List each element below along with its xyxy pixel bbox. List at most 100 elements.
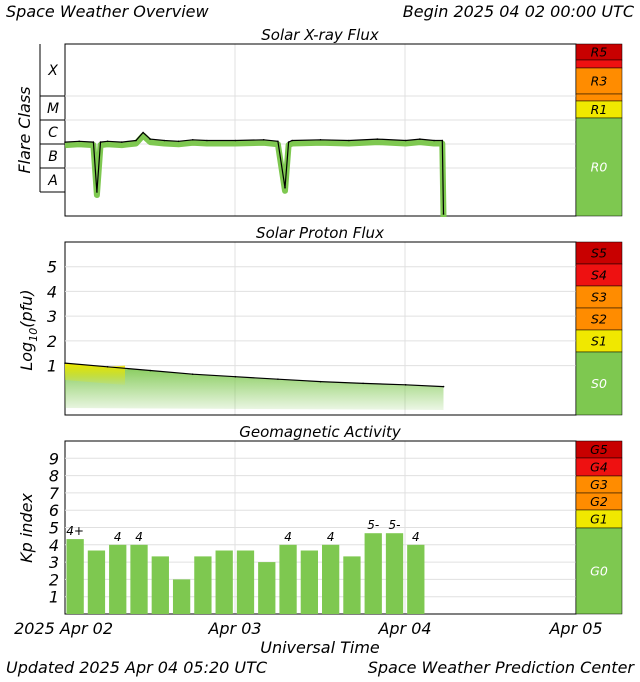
proton-point xyxy=(362,382,364,385)
xray-class-label: C xyxy=(48,125,58,141)
xray-scale-label: R1 xyxy=(591,102,608,117)
xray-point xyxy=(404,139,407,142)
kp-ylabel: Kp index xyxy=(17,493,36,563)
kp-bar xyxy=(322,544,340,614)
kp-bar-label: 4 xyxy=(114,530,122,544)
kp-ytick: 9 xyxy=(49,449,59,468)
kp-bar-label: 5- xyxy=(367,518,379,532)
updated-time: Updated 2025 Apr 04 05:20 UTC xyxy=(6,658,268,677)
proton-scale-level xyxy=(575,351,623,416)
xray-point xyxy=(234,139,237,142)
xray-series-long xyxy=(64,132,447,218)
page-title: Space Weather Overview xyxy=(6,2,209,21)
xray-point xyxy=(135,139,137,142)
time-tick-label: Apr 03 xyxy=(207,619,261,638)
kp-bar-label: 4 xyxy=(135,530,143,544)
kp-bar xyxy=(172,579,191,614)
xray-point xyxy=(92,141,95,143)
proton-series xyxy=(64,362,444,388)
begin-time: Begin 2025 04 02 00:00 UTC xyxy=(402,2,634,21)
xray-scale-label: R5 xyxy=(591,45,608,60)
kp-scale-label: G1 xyxy=(590,512,608,527)
proton-area-highenergy xyxy=(65,363,125,385)
proton-ylabel: Log10(pfu) xyxy=(17,289,40,370)
time-tick-label: Apr 05 xyxy=(548,619,602,638)
kp-scale-label: G3 xyxy=(590,477,608,492)
kp-bar xyxy=(215,550,233,614)
center-name: Space Weather Prediction Center xyxy=(367,658,634,677)
kp-bar-label: 4 xyxy=(412,530,420,544)
proton-scale-label: S1 xyxy=(591,334,607,349)
kp-bar xyxy=(109,544,127,614)
kp-scale-label: G5 xyxy=(590,442,608,457)
kp-bar xyxy=(87,550,106,614)
xray-point xyxy=(99,141,102,143)
kp-bar xyxy=(130,544,148,614)
xray-frame xyxy=(64,43,577,217)
xray-point xyxy=(142,131,144,134)
kp-bar-label: 4 xyxy=(327,530,335,544)
kp-ytick: 4 xyxy=(49,536,59,555)
kp-bar-label: 5- xyxy=(389,518,401,532)
kp-title: Geomagnetic Activity xyxy=(239,423,402,441)
xray-class-label: A xyxy=(47,173,58,189)
time-axis-label: Universal Time xyxy=(260,638,380,657)
kp-bar xyxy=(407,544,425,614)
time-tick-label: Apr 04 xyxy=(377,619,431,638)
kp-scale-level xyxy=(575,527,623,615)
xray-series-short xyxy=(64,131,445,215)
proton-point xyxy=(234,375,237,378)
proton-scale-label: S0 xyxy=(591,376,607,391)
xray-class-label: M xyxy=(47,101,59,117)
xray-point xyxy=(442,213,445,215)
xray-ylabel: Flare Class xyxy=(15,86,34,173)
xray-point xyxy=(64,141,66,143)
kp-ytick: 8 xyxy=(49,467,59,486)
kp-bar xyxy=(258,562,276,614)
xray-point xyxy=(277,140,279,143)
proton-scale-label: S2 xyxy=(591,312,607,327)
xray-scale-level xyxy=(575,59,623,69)
xray-scale-label: R3 xyxy=(591,74,608,89)
kp-bar xyxy=(66,539,84,614)
xray-point xyxy=(433,139,435,142)
proton-point xyxy=(64,362,66,364)
kp-bar xyxy=(236,550,255,614)
xray-point xyxy=(163,139,166,142)
kp-ytick: 1 xyxy=(49,588,59,607)
kp-bar xyxy=(385,533,404,614)
xray-point xyxy=(191,138,194,141)
proton-area xyxy=(65,363,444,410)
proton-ytick: 4 xyxy=(47,282,57,301)
proton-ytick: 3 xyxy=(47,307,57,326)
proton-scale-label: S3 xyxy=(591,290,607,305)
proton-point xyxy=(191,373,194,376)
kp-bar xyxy=(300,550,318,614)
kp-ytick: 3 xyxy=(49,553,59,572)
kp-bar-label: 4 xyxy=(284,530,292,544)
xray-point xyxy=(106,140,109,143)
kp-scale-label: G4 xyxy=(590,460,608,475)
xray-point xyxy=(177,140,180,143)
proton-ytick: 2 xyxy=(47,332,57,351)
xray-point xyxy=(287,141,290,143)
xray-point xyxy=(78,140,80,143)
kp-bar xyxy=(343,556,361,614)
xray-point xyxy=(206,139,208,142)
proton-point xyxy=(277,378,279,380)
kp-scale-label: G2 xyxy=(590,494,608,509)
xray-point xyxy=(149,138,151,140)
proton-ytick: 1 xyxy=(47,357,57,376)
xray-point xyxy=(348,139,350,142)
time-tick-label: 2025 Apr 02 xyxy=(14,619,113,638)
xray-title: Solar X-ray Flux xyxy=(261,26,379,44)
xray-point xyxy=(376,138,379,140)
proton-point xyxy=(404,384,407,386)
kp-bar xyxy=(279,544,297,614)
xray-scale-level xyxy=(575,117,623,217)
xray-point xyxy=(291,139,293,142)
xray-point xyxy=(120,141,123,143)
kp-bar xyxy=(364,533,382,614)
xray-point xyxy=(284,186,286,189)
